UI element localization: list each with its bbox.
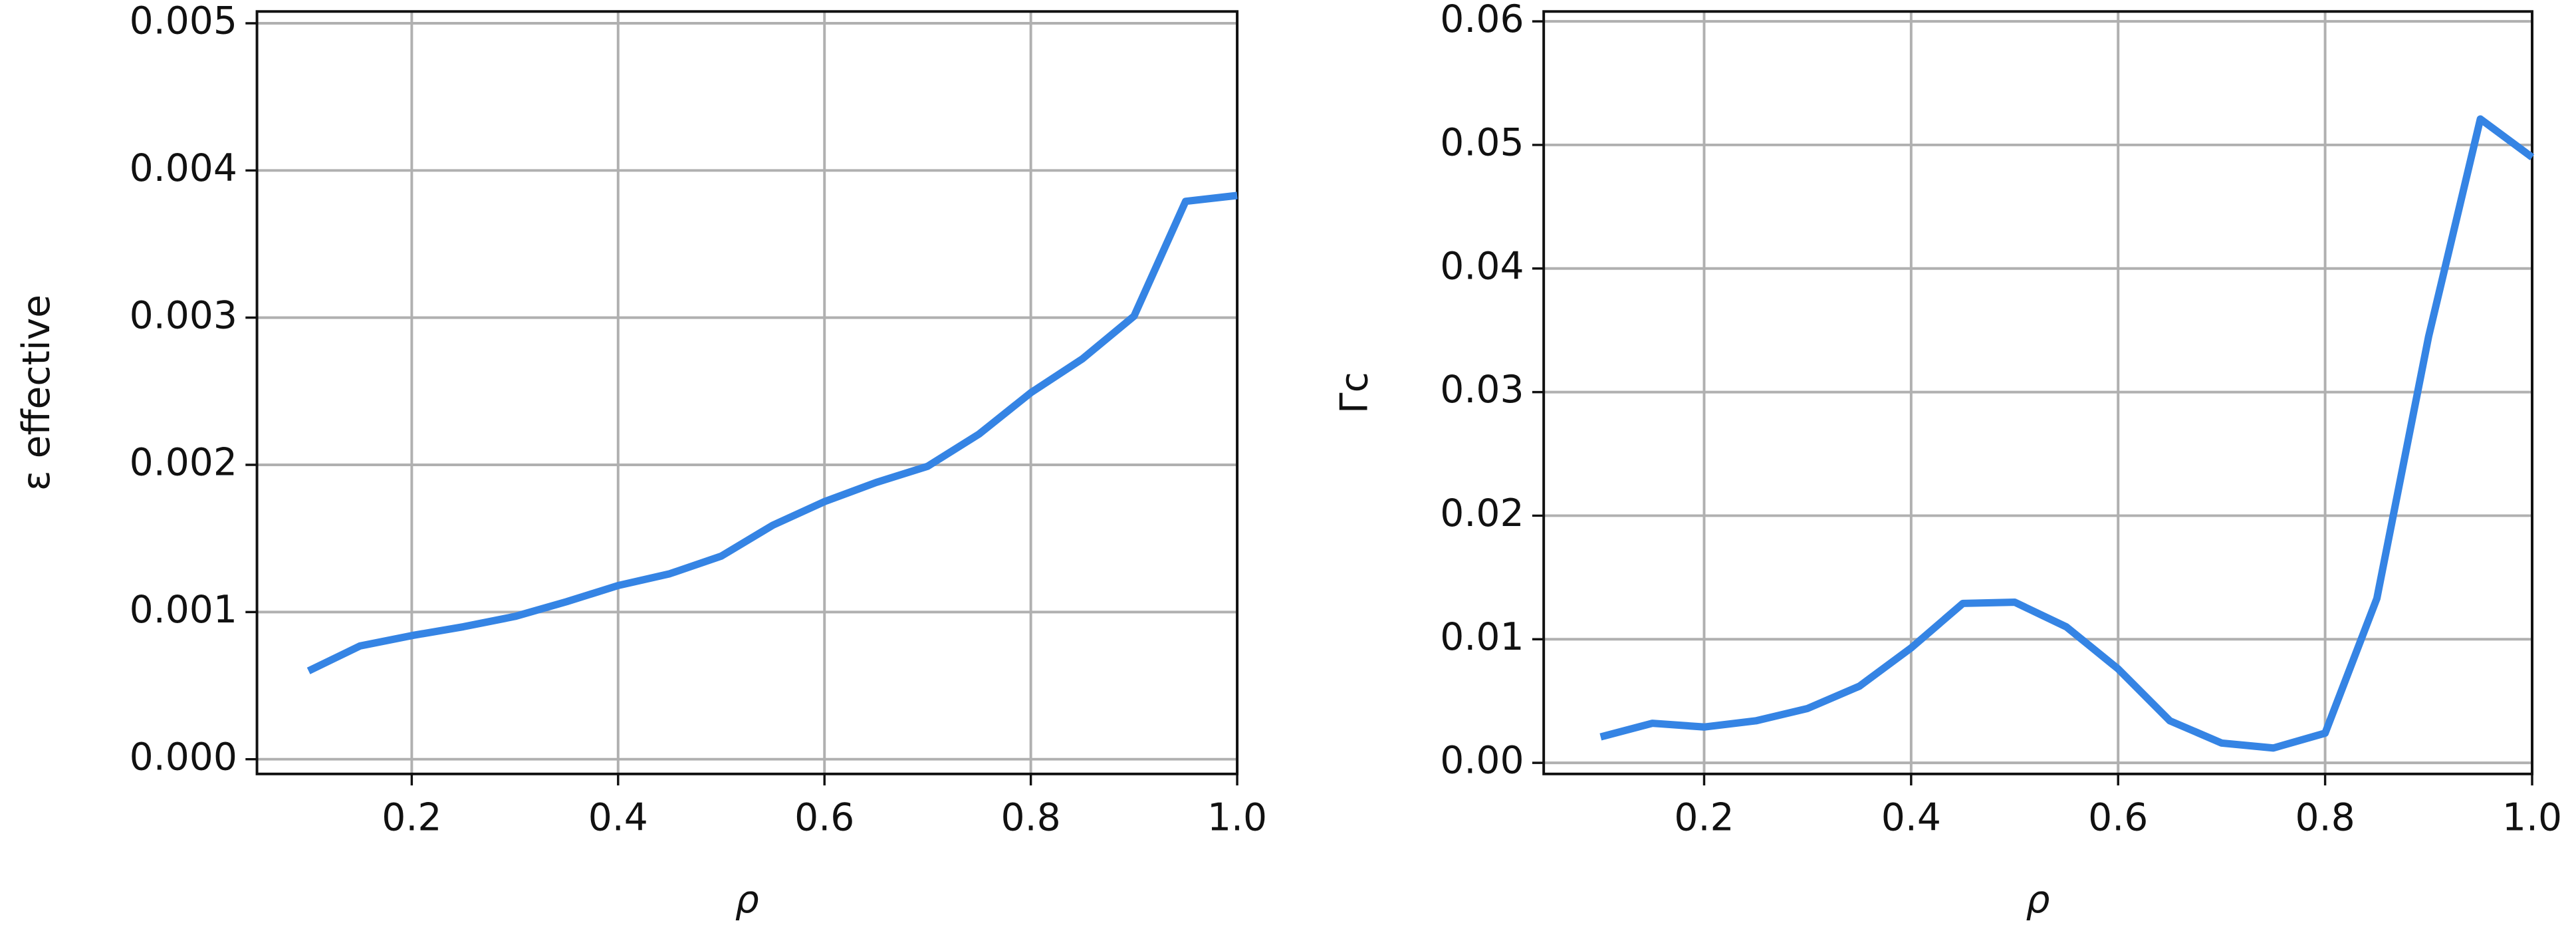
x-tick-label: 0.6: [794, 795, 854, 839]
y-tick-label: 0.00: [1440, 739, 1524, 783]
axes-frame: [255, 10, 1239, 775]
x-tick-label: 1.0: [2502, 795, 2562, 839]
y-axis-label: ε effective: [15, 295, 59, 491]
y-tick-label: 0.002: [130, 441, 237, 485]
y-tick-label: 0.01: [1440, 615, 1524, 659]
data-line: [306, 192, 1238, 674]
y-tick-label: 0.05: [1440, 121, 1524, 165]
y-tick-label: 0.02: [1440, 491, 1524, 535]
y-tick-label: 0.000: [130, 735, 237, 779]
x-tick-label: 1.0: [1207, 795, 1267, 839]
x-tick-label: 0.2: [1674, 795, 1734, 839]
y-tick-label: 0.004: [130, 146, 237, 190]
x-tick-label: 0.6: [2088, 795, 2148, 839]
x-axis-label: ρ: [735, 878, 759, 922]
x-tick-label: 0.4: [588, 795, 648, 839]
x-tick-label: 0.2: [382, 795, 441, 839]
y-tick-label: 0.03: [1440, 368, 1524, 412]
axes-frame: [1542, 10, 2533, 775]
data-line: [1599, 115, 2535, 752]
y-tick-label: 0.001: [130, 588, 237, 632]
y-tick-label: 0.04: [1440, 244, 1524, 288]
y-axis-label: Γc: [1333, 372, 1377, 414]
x-tick-label: 0.8: [1001, 795, 1061, 839]
x-tick-label: 0.4: [1881, 795, 1941, 839]
x-axis-label: ρ: [2026, 878, 2050, 922]
y-tick-label: 0.06: [1440, 0, 1524, 41]
y-tick-label: 0.003: [130, 293, 237, 337]
y-tick-label: 0.005: [130, 0, 237, 43]
x-tick-label: 0.8: [2295, 795, 2355, 839]
